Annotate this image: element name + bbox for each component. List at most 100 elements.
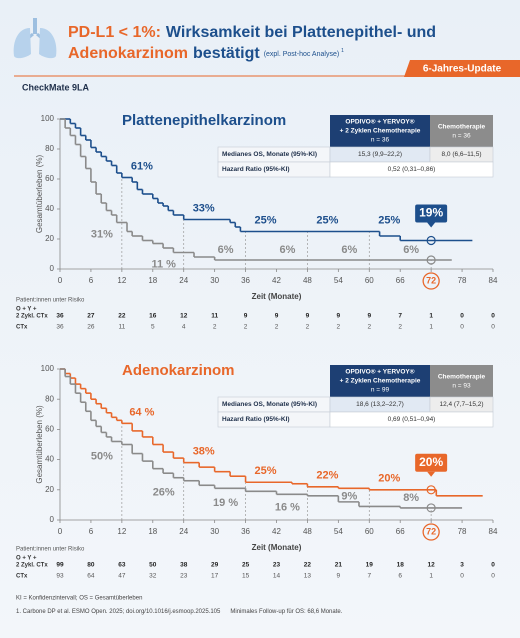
x-tick-label: 60 [365,527,374,536]
at-risk-count: 50 [149,562,157,569]
x-tick-label: 30 [210,527,219,536]
highlight-x [422,523,440,541]
at-risk-count: 15 [242,573,250,580]
callout-box [415,204,448,223]
value-label: 33% [193,202,215,214]
at-risk-count: 6 [398,573,402,580]
value-label: 26% [153,487,175,499]
y-tick-label: 40 [45,455,54,464]
highlight-x [422,272,440,290]
value-label: 19 % [213,497,238,509]
at-risk-count: 26 [87,324,95,331]
value-label: 6% [218,244,234,256]
highlight-point [426,485,436,495]
table-header-text: OPDIVO® + YERVOY® [345,368,414,376]
at-risk-count: 0 [491,562,495,569]
x-tick-label: 42 [272,276,281,285]
at-risk-count: 14 [273,573,281,580]
at-risk-count: 63 [118,562,126,569]
table-row-label: Medianes OS, Monate (95%-KI) [222,151,317,158]
callout-pointer [427,471,436,477]
callout-label: 19% [419,206,443,220]
at-risk-count: 22 [304,562,312,569]
x-axis-label: Zeit (Monate) [252,292,302,301]
y-tick-label: 0 [50,515,55,524]
y-tick-label: 20 [45,485,54,494]
at-risk-count: 9 [337,313,341,320]
table-header-text: n = 99 [371,387,390,394]
at-risk-count: 2 [306,324,310,331]
at-risk-count: 64 [87,573,95,580]
at-risk-count: 9 [306,313,310,320]
x-tick-label: 18 [148,527,157,536]
table-row-label: Hazard Ratio (95%-KI) [222,166,290,173]
table-header-text: OPDIVO® + YERVOY® [345,118,414,126]
value-label: 25% [255,214,277,226]
title-note: (expl. Post-hoc Analyse) [264,51,339,58]
y-axis-label: Gesamtüberleben (%) [35,405,44,484]
table-value: 0,52 (0,31–0,86) [388,166,436,173]
at-risk-count: 0 [491,573,495,580]
page-title: Adenokarzinom bestätigt (expl. Post-hoc An… [68,45,344,62]
value-label: 31% [91,228,113,240]
at-risk-title: Patient:innen unter Risiko [16,298,85,304]
x-tick-label: 42 [272,527,281,536]
title-part: Wirksamkeit bei Plattenepithel- und [166,24,436,41]
at-risk-count: 36 [56,313,64,320]
x-tick-label: 60 [365,276,374,285]
value-label: 64 % [129,406,154,418]
x-tick-label: 30 [210,276,219,285]
y-tick-label: 20 [45,234,54,243]
table-value: 12,4 (7,7–15,2) [439,401,483,408]
table-header-cell [330,115,430,147]
at-risk-count: 0 [460,324,464,331]
at-risk-count: 1 [429,324,433,331]
table-header-text: n = 36 [371,137,390,144]
x-tick-label: 12 [117,276,126,285]
at-risk-label: O + Y + [16,307,37,313]
at-risk-count: 3 [460,562,464,569]
at-risk-count: 21 [335,562,343,569]
callout-label: 20% [419,455,443,469]
y-tick-label: 100 [41,364,55,373]
at-risk-label: O + Y + [16,556,37,562]
reference-text: 1. Carbone DP et al. ESMO Open. 2025; do… [16,609,221,615]
y-tick-label: 80 [45,394,54,403]
table-value: 15,3 (9,9–22,2) [358,151,402,158]
at-risk-label: 2 Zykl. CTx [16,314,48,320]
title-part: bestätigt [193,45,260,62]
badge-text: 6-Jahres-Update [423,64,502,75]
at-risk-count: 25 [242,562,250,569]
at-risk-label: CTx [16,325,28,331]
at-risk-count: 9 [367,313,371,320]
at-risk-count: 0 [491,313,495,320]
table-header-text: n = 93 [452,383,471,390]
table-value: 18,6 (13,2–22,7) [356,401,404,408]
at-risk-count: 7 [398,313,402,320]
at-risk-count: 38 [180,562,188,569]
at-risk-count: 2 [275,324,279,331]
x-tick-label: 72 [426,526,436,536]
callout-box [415,453,448,472]
at-risk-count: 2 [244,324,248,331]
at-risk-count: 9 [244,313,248,320]
at-risk-count: 4 [182,324,186,331]
title-note-ref: 1 [341,48,344,54]
value-label: 6% [403,244,419,256]
at-risk-count: 17 [211,573,219,580]
x-tick-label: 6 [89,527,94,536]
x-tick-label: 72 [426,275,436,285]
highlight-point [426,503,436,513]
y-tick-label: 60 [45,425,54,434]
chart-title: Plattenepithelkarzinom [122,112,286,129]
footnote: KI = Konfidenzintervall; OS = Gesamtüber… [16,596,142,602]
at-risk-count: 2 [213,324,217,331]
value-label: 22% [316,470,338,482]
at-risk-title: Patient:innen unter Risiko [16,547,85,553]
value-label: 61% [131,160,153,172]
x-tick-label: 84 [489,276,498,285]
x-tick-label: 0 [58,527,63,536]
highlight-point [426,255,436,265]
at-risk-count: 11 [211,313,218,320]
x-tick-label: 84 [489,527,498,536]
